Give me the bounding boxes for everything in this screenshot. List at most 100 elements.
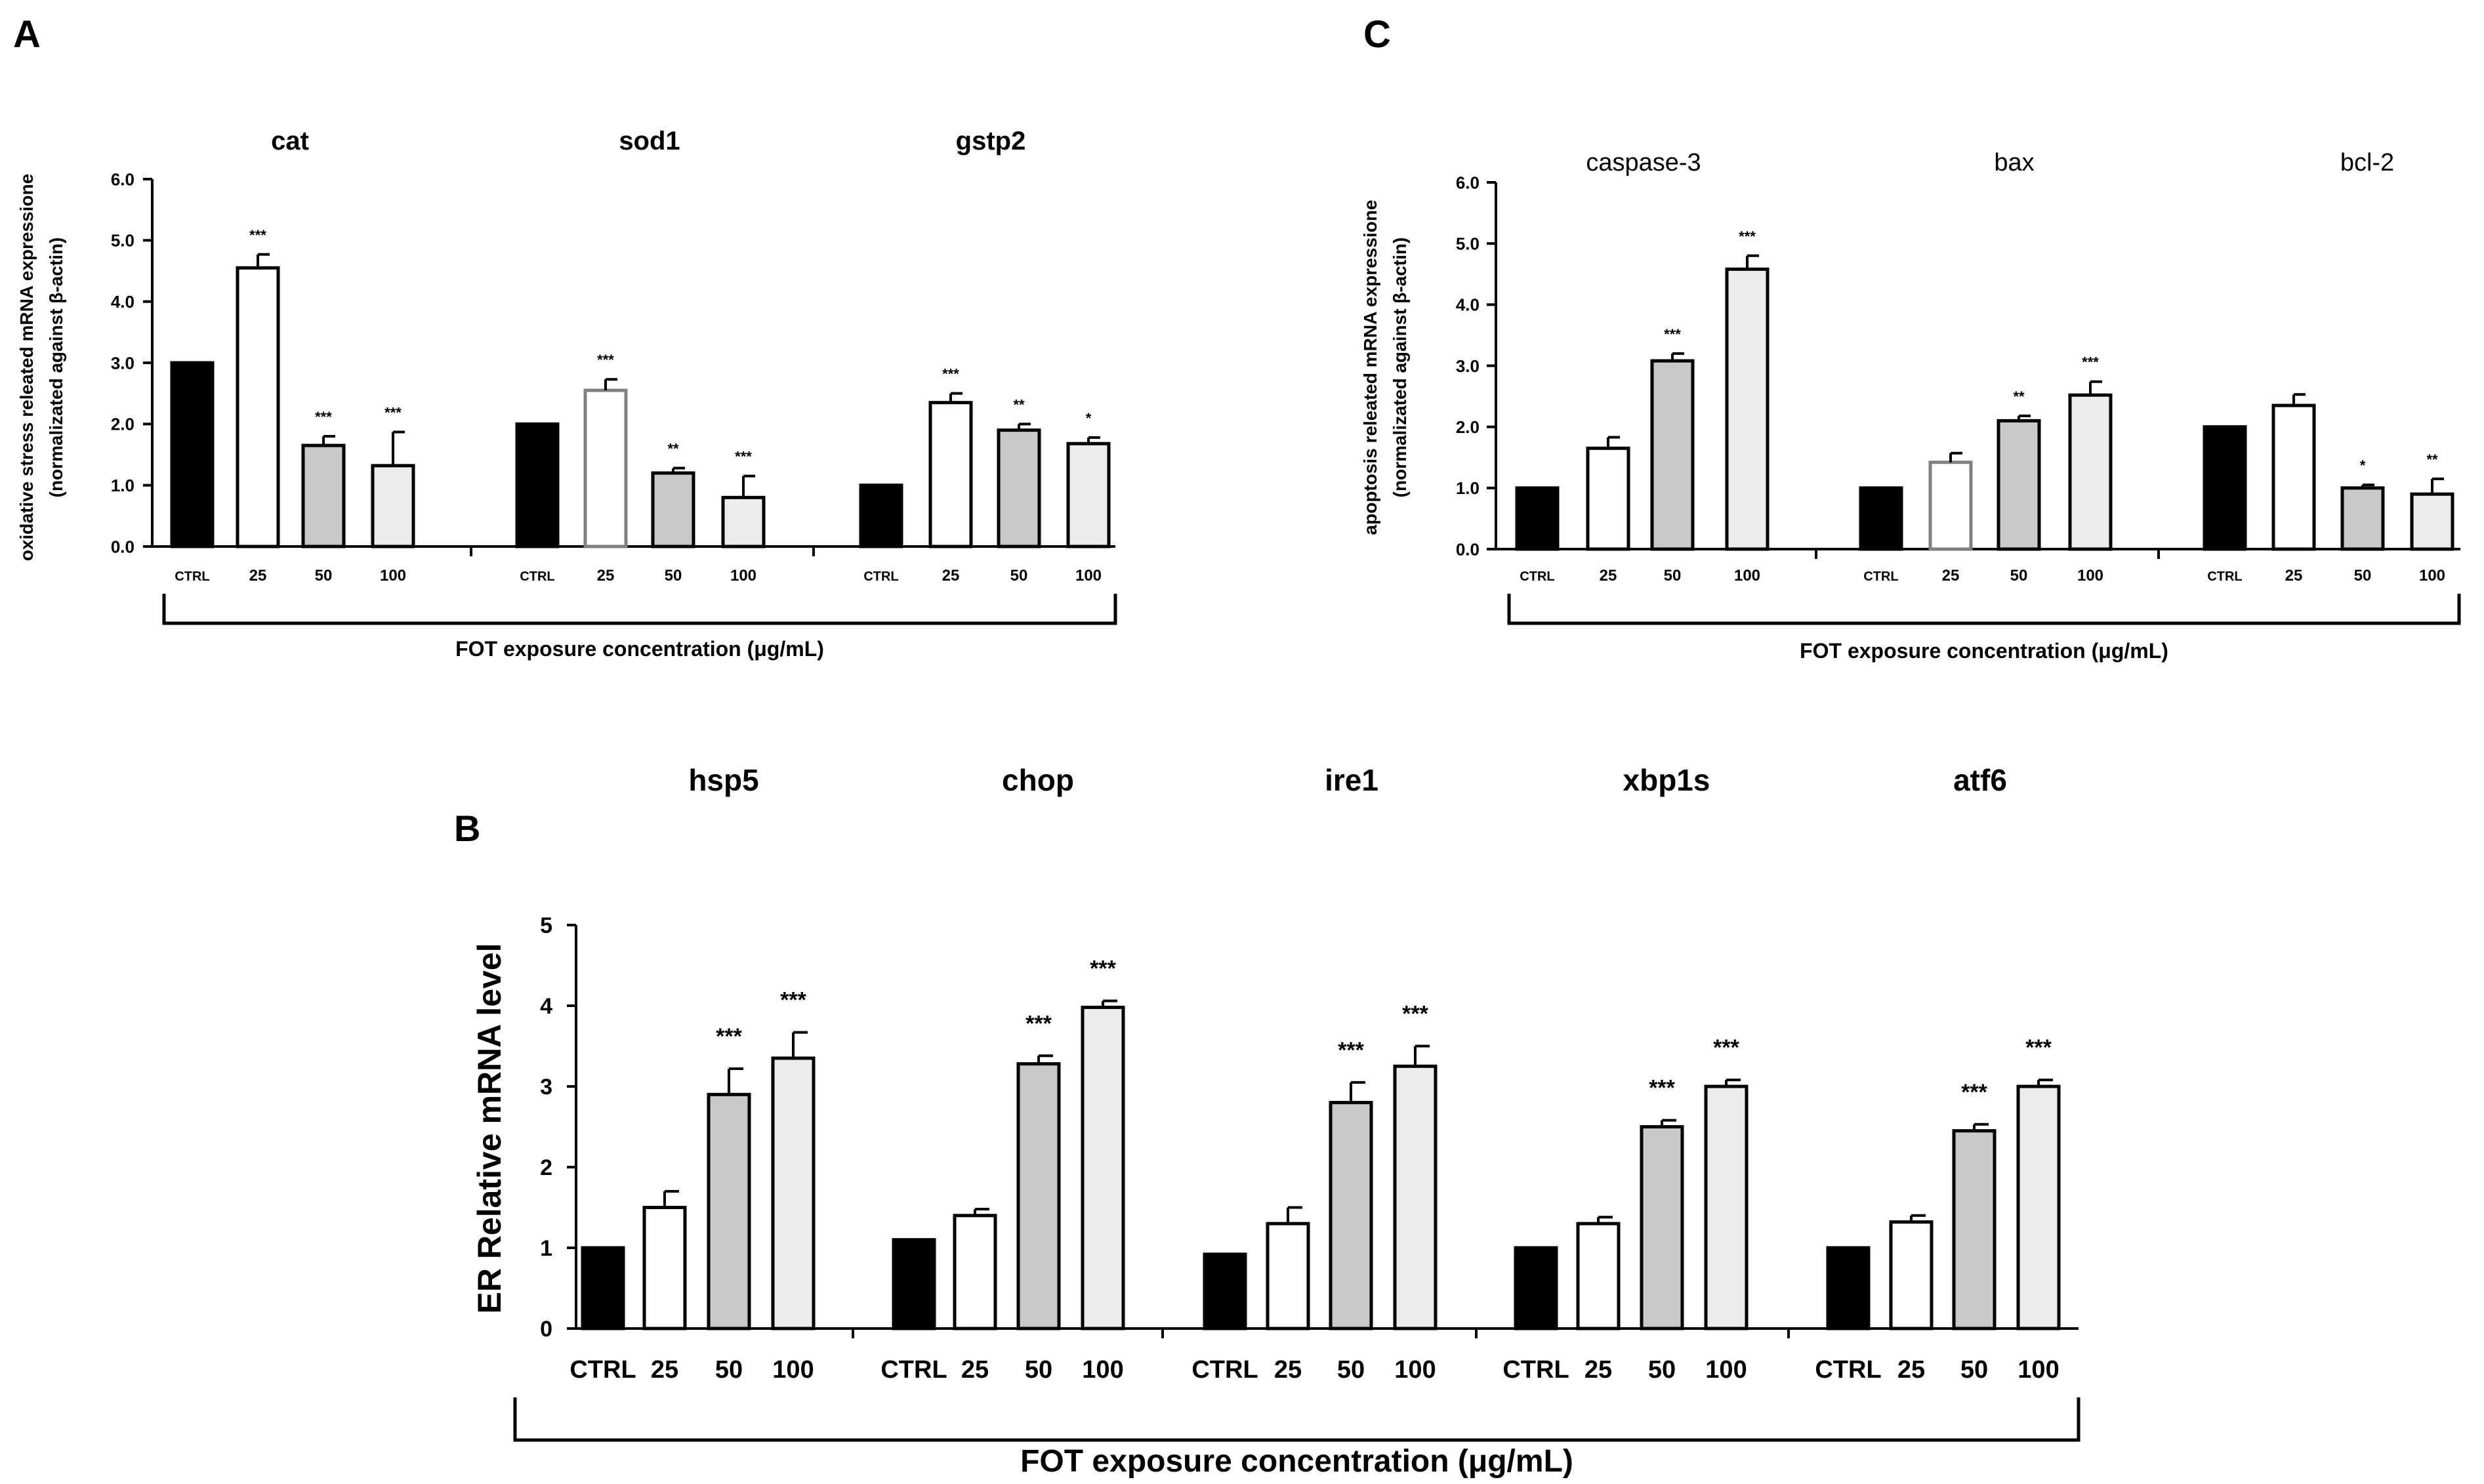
bar [1650,359,1695,551]
bar [1266,1222,1310,1330]
bar [997,428,1041,548]
significance-label: ** [2426,451,2438,468]
significance-label: ** [2013,388,2025,405]
group-title: ire1 [1325,763,1378,797]
bar [1393,1064,1438,1330]
y-tick-label: 6.0 [1456,173,1480,192]
panel-label: B [454,808,480,849]
bar [170,361,215,548]
x-category-label: CTRL [1815,1356,1881,1384]
y-tick-label: 3 [540,1075,552,1100]
significance-label: *** [716,1024,742,1049]
bar [1576,1222,1621,1330]
x-category-label: CTRL [2207,569,2242,584]
significance-label: *** [1649,1076,1675,1101]
x-category-label: 25 [1897,1356,1925,1384]
y-tick-label: 0.0 [1456,539,1480,559]
significance-label: *** [1961,1080,1987,1105]
y-axis-title: ER Relative mRNA level [471,943,508,1313]
bar [892,1238,936,1330]
group-title: atf6 [1953,763,2007,797]
significance-label: * [1086,410,1092,426]
bar [1952,1129,1997,1330]
x-category-label: 25 [961,1356,989,1384]
y-axis-subtitle: (normalizated against β-actin) [46,237,66,498]
significance-label: *** [1090,957,1116,981]
x-category-label: 50 [315,567,333,585]
significance-label: *** [1338,1038,1364,1063]
x-category-label: CTRL [569,1356,636,1384]
bar [859,484,903,548]
bar [1515,486,1560,551]
bar [1640,1125,1684,1330]
x-category-label: 100 [1082,1356,1123,1384]
bar [301,443,346,548]
significance-label: *** [942,366,959,382]
significance-label: ** [667,441,679,457]
y-tick-label: 4.0 [1456,295,1480,315]
bar [651,471,695,548]
bar [236,266,280,548]
group-title: bax [1994,149,2034,176]
panel-label: C [1363,13,1391,56]
x-category-label: 50 [2010,567,2028,585]
x-category-label: CTRL [1502,1356,1569,1384]
group-title: xbp1s [1623,763,1710,797]
x-category-label: 25 [1600,567,1617,585]
x-axis-title: FOT exposure concentration (μg/mL) [1800,639,2168,663]
x-category-label: 25 [2285,567,2303,585]
bar [2410,492,2454,551]
y-tick-label: 2.0 [111,415,135,434]
bar [721,495,766,548]
bar [707,1092,751,1330]
bar [1997,419,2041,551]
significance-label: *** [1402,1002,1428,1027]
x-category-label: 50 [1010,567,1028,585]
x-category-label: 25 [1274,1356,1302,1384]
x-category-label: CTRL [880,1356,947,1384]
x-category-label: 50 [1960,1356,1988,1384]
bar [1859,486,1903,551]
significance-label: *** [1664,326,1681,342]
x-category-label: 25 [1584,1356,1612,1384]
bar [953,1214,997,1330]
group-title: sod1 [619,127,680,155]
x-category-label: 25 [1942,567,1960,585]
significance-label: *** [249,227,266,243]
x-bracket [1507,594,2461,625]
group-title: cat [271,127,309,155]
y-tick-label: 1.0 [111,476,135,495]
bar [2271,403,2316,551]
y-tick-label: 2 [540,1155,552,1180]
x-category-label: 50 [2354,567,2372,585]
x-bracket [162,594,1117,625]
x-category-label: CTRL [1191,1356,1258,1384]
significance-label: *** [2082,354,2099,371]
y-tick-label: 0 [540,1317,552,1342]
x-category-label: 25 [597,567,615,585]
bar [771,1056,816,1330]
group-title: gstp2 [956,127,1026,155]
y-axis-subtitle: (normalizated against β-actin) [1390,237,1410,498]
bar [928,401,973,548]
bar [642,1206,687,1330]
y-axis-title: apoptosis releated mRNA expressione [1360,200,1380,535]
group-title: caspase-3 [1586,149,1701,176]
y-tick-label: 4 [540,994,552,1019]
bar [2340,486,2385,551]
bar [1329,1101,1373,1330]
panel-label: A [13,13,41,56]
x-category-label: CTRL [175,569,209,584]
x-category-label: 50 [1025,1356,1052,1384]
bar [1928,461,1973,551]
x-axis-title: FOT exposure concentration (μg/mL) [455,637,824,661]
x-category-label: 100 [1394,1356,1436,1384]
x-category-label: 100 [772,1356,814,1384]
bar [1704,1084,1749,1330]
bar [1514,1246,1558,1330]
y-tick-label: 2.0 [1456,417,1480,437]
bar [2203,425,2247,551]
significance-label: ** [1013,396,1025,413]
significance-label: *** [2025,1035,2052,1060]
